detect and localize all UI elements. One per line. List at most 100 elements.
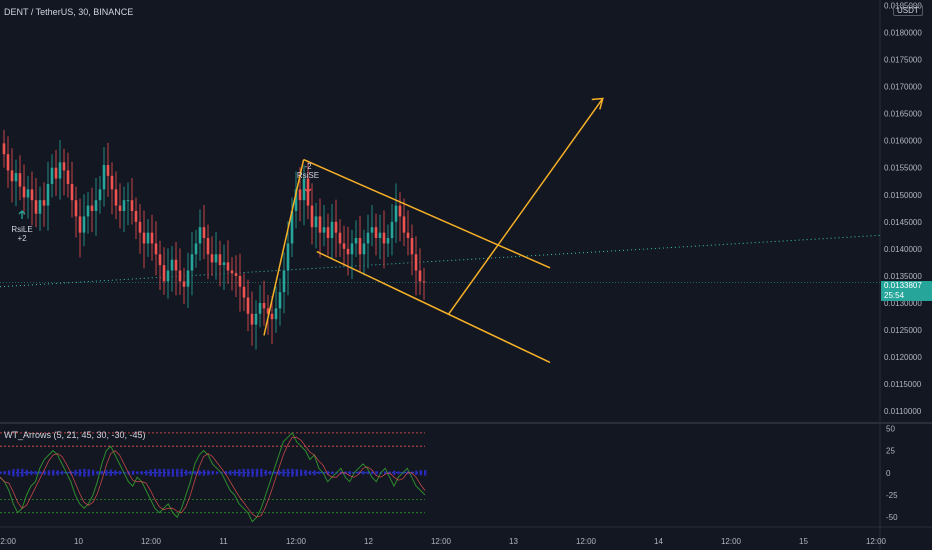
- last-price-badge: 0.0133807 25:54: [881, 281, 932, 301]
- wt-histogram-bar: [12, 469, 15, 477]
- candle-body: [222, 262, 226, 266]
- price-tick-label: 0.0120000: [884, 353, 922, 362]
- wt-histogram-bar: [246, 468, 250, 477]
- wt-histogram-bar: [114, 470, 117, 476]
- wt-histogram-bar: [277, 470, 281, 476]
- wt-histogram-bar: [56, 470, 59, 476]
- wt-histogram-bar: [384, 471, 387, 475]
- candle-body: [10, 170, 14, 182]
- wt-histogram-bar: [251, 468, 254, 477]
- time-tick-label: 14: [654, 537, 663, 546]
- long-signal-label: RsiLE: [11, 225, 32, 234]
- indicator-tick-label: -50: [886, 513, 898, 522]
- candle-body: [22, 186, 26, 198]
- candle-body: [314, 216, 318, 228]
- time-tick-label: 15: [799, 537, 808, 546]
- candle-body: [178, 270, 182, 282]
- short-signal-qty: -2: [304, 162, 312, 171]
- candle-body: [322, 227, 326, 233]
- wt-histogram-bar: [105, 469, 108, 476]
- wt-histogram-bar: [60, 471, 64, 475]
- wt-histogram-bar: [215, 471, 219, 475]
- candle-body: [294, 189, 298, 211]
- candle-body: [42, 200, 46, 206]
- candle-body: [254, 313, 258, 325]
- candle-body: [78, 216, 82, 233]
- currency-label[interactable]: USDT: [893, 5, 923, 16]
- channel-upper: [303, 158, 551, 269]
- price-tick-label: 0.0145000: [884, 218, 922, 227]
- wt-histogram-bar: [52, 469, 55, 476]
- wt-histogram-bar: [313, 470, 316, 476]
- wt-histogram-bar: [255, 468, 259, 477]
- wt-histogram-bar: [153, 468, 157, 477]
- symbol-title: DENT / TetherUS, 30, BINANCE: [4, 7, 134, 17]
- candle-body: [110, 175, 114, 190]
- candle-body: [278, 292, 282, 309]
- wt-histogram-bar: [264, 469, 268, 476]
- wt-histogram-bar: [100, 471, 104, 475]
- wt-histogram-bar: [176, 468, 179, 477]
- candle-body: [2, 143, 6, 155]
- wt-histogram-bar: [331, 471, 334, 475]
- wt-histogram-bar: [167, 469, 170, 477]
- wt-histogram-bar: [193, 471, 197, 475]
- candle-body: [6, 154, 10, 171]
- wt-histogram-bar: [202, 469, 206, 476]
- price-tick-label: 0.0170000: [884, 83, 922, 92]
- wt-histogram-bar: [362, 471, 365, 475]
- long-signal-qty: +2: [17, 234, 27, 243]
- wt-histogram-bar: [348, 471, 352, 475]
- candle-body: [166, 270, 170, 282]
- wt-histogram-bar: [273, 471, 276, 475]
- candle-body: [334, 221, 338, 233]
- candle-body: [226, 262, 230, 271]
- candle-body: [326, 227, 330, 239]
- time-tick-label: 12:00: [286, 537, 307, 546]
- wt-histogram-bar: [87, 469, 90, 477]
- candle-body: [106, 165, 110, 176]
- candle-body: [30, 189, 34, 201]
- candle-body: [218, 254, 222, 266]
- time-axis: 12:00 10 12:00 11 12:00 12 12:00 13 12:00 14 12:00…: [0, 537, 887, 546]
- candle-body: [158, 254, 162, 266]
- candle-body: [358, 238, 362, 255]
- wt-histogram-bar: [34, 471, 37, 475]
- candle-body: [38, 200, 42, 214]
- candle-body: [354, 238, 358, 244]
- candle-body: [82, 216, 86, 233]
- candle-body: [262, 302, 266, 309]
- candle-body: [46, 183, 50, 206]
- candle-body: [234, 273, 238, 276]
- candle-body: [98, 189, 102, 201]
- candle-body: [194, 243, 198, 255]
- wt-histogram-bar: [224, 471, 228, 475]
- price-tick-label: 0.0125000: [884, 326, 922, 335]
- dotted-trendline: [0, 234, 881, 288]
- wt-histogram-bar: [158, 468, 161, 477]
- channel-lower: [316, 250, 551, 364]
- candle-body: [174, 259, 178, 271]
- wt-histogram-bar: [0, 471, 2, 475]
- candle-body: [170, 259, 174, 271]
- wt-histogram-bar: [109, 469, 113, 477]
- candle-body: [134, 211, 138, 222]
- candle-body: [114, 189, 118, 206]
- wt-histogram-bar: [308, 470, 312, 475]
- candle-body: [58, 162, 62, 179]
- wt-histogram-bar: [149, 469, 152, 477]
- candle-body: [182, 281, 186, 287]
- wt-histogram-bar: [291, 468, 294, 477]
- candle-body: [382, 232, 386, 244]
- wt-histogram-bar: [397, 471, 400, 475]
- candle-body: [102, 165, 106, 190]
- short-arrow-icon: [304, 183, 312, 193]
- indicator-title[interactable]: WT_Arrows (5, 21, 45, 30, -30, -45): [4, 430, 146, 440]
- candle-body: [366, 232, 370, 244]
- wt-histogram-bar: [295, 469, 299, 477]
- candle-body: [122, 200, 126, 211]
- drawings: [263, 97, 604, 364]
- candle-body: [66, 170, 70, 184]
- candle-body: [230, 270, 234, 274]
